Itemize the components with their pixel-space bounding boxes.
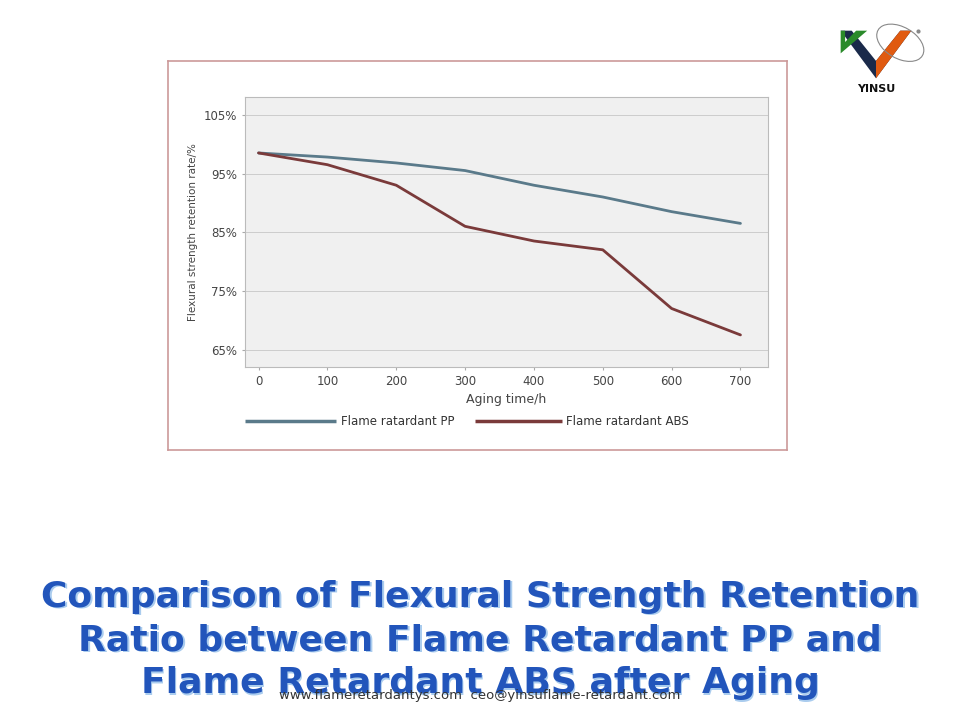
Polygon shape	[841, 31, 911, 78]
Text: www.flameretardantys.com  ceo@yinsuflame-retardant.com: www.flameretardantys.com ceo@yinsuflame-…	[279, 689, 681, 702]
Text: Comparison of Flexural Strength Retention
Ratio between Flame Retardant PP and
F: Comparison of Flexural Strength Retentio…	[43, 581, 921, 702]
Y-axis label: Flexural strength retention rate/%: Flexural strength retention rate/%	[188, 143, 198, 321]
Polygon shape	[876, 31, 911, 78]
Polygon shape	[841, 31, 867, 53]
Text: Flame ratardant ABS: Flame ratardant ABS	[566, 415, 689, 428]
Text: YINSU: YINSU	[857, 84, 895, 94]
Text: Comparison of Flexural Strength Retention
Ratio between Flame Retardant PP and
F: Comparison of Flexural Strength Retentio…	[41, 580, 919, 701]
Text: Flame ratardant PP: Flame ratardant PP	[341, 415, 454, 428]
X-axis label: Aging time/h: Aging time/h	[467, 393, 546, 406]
